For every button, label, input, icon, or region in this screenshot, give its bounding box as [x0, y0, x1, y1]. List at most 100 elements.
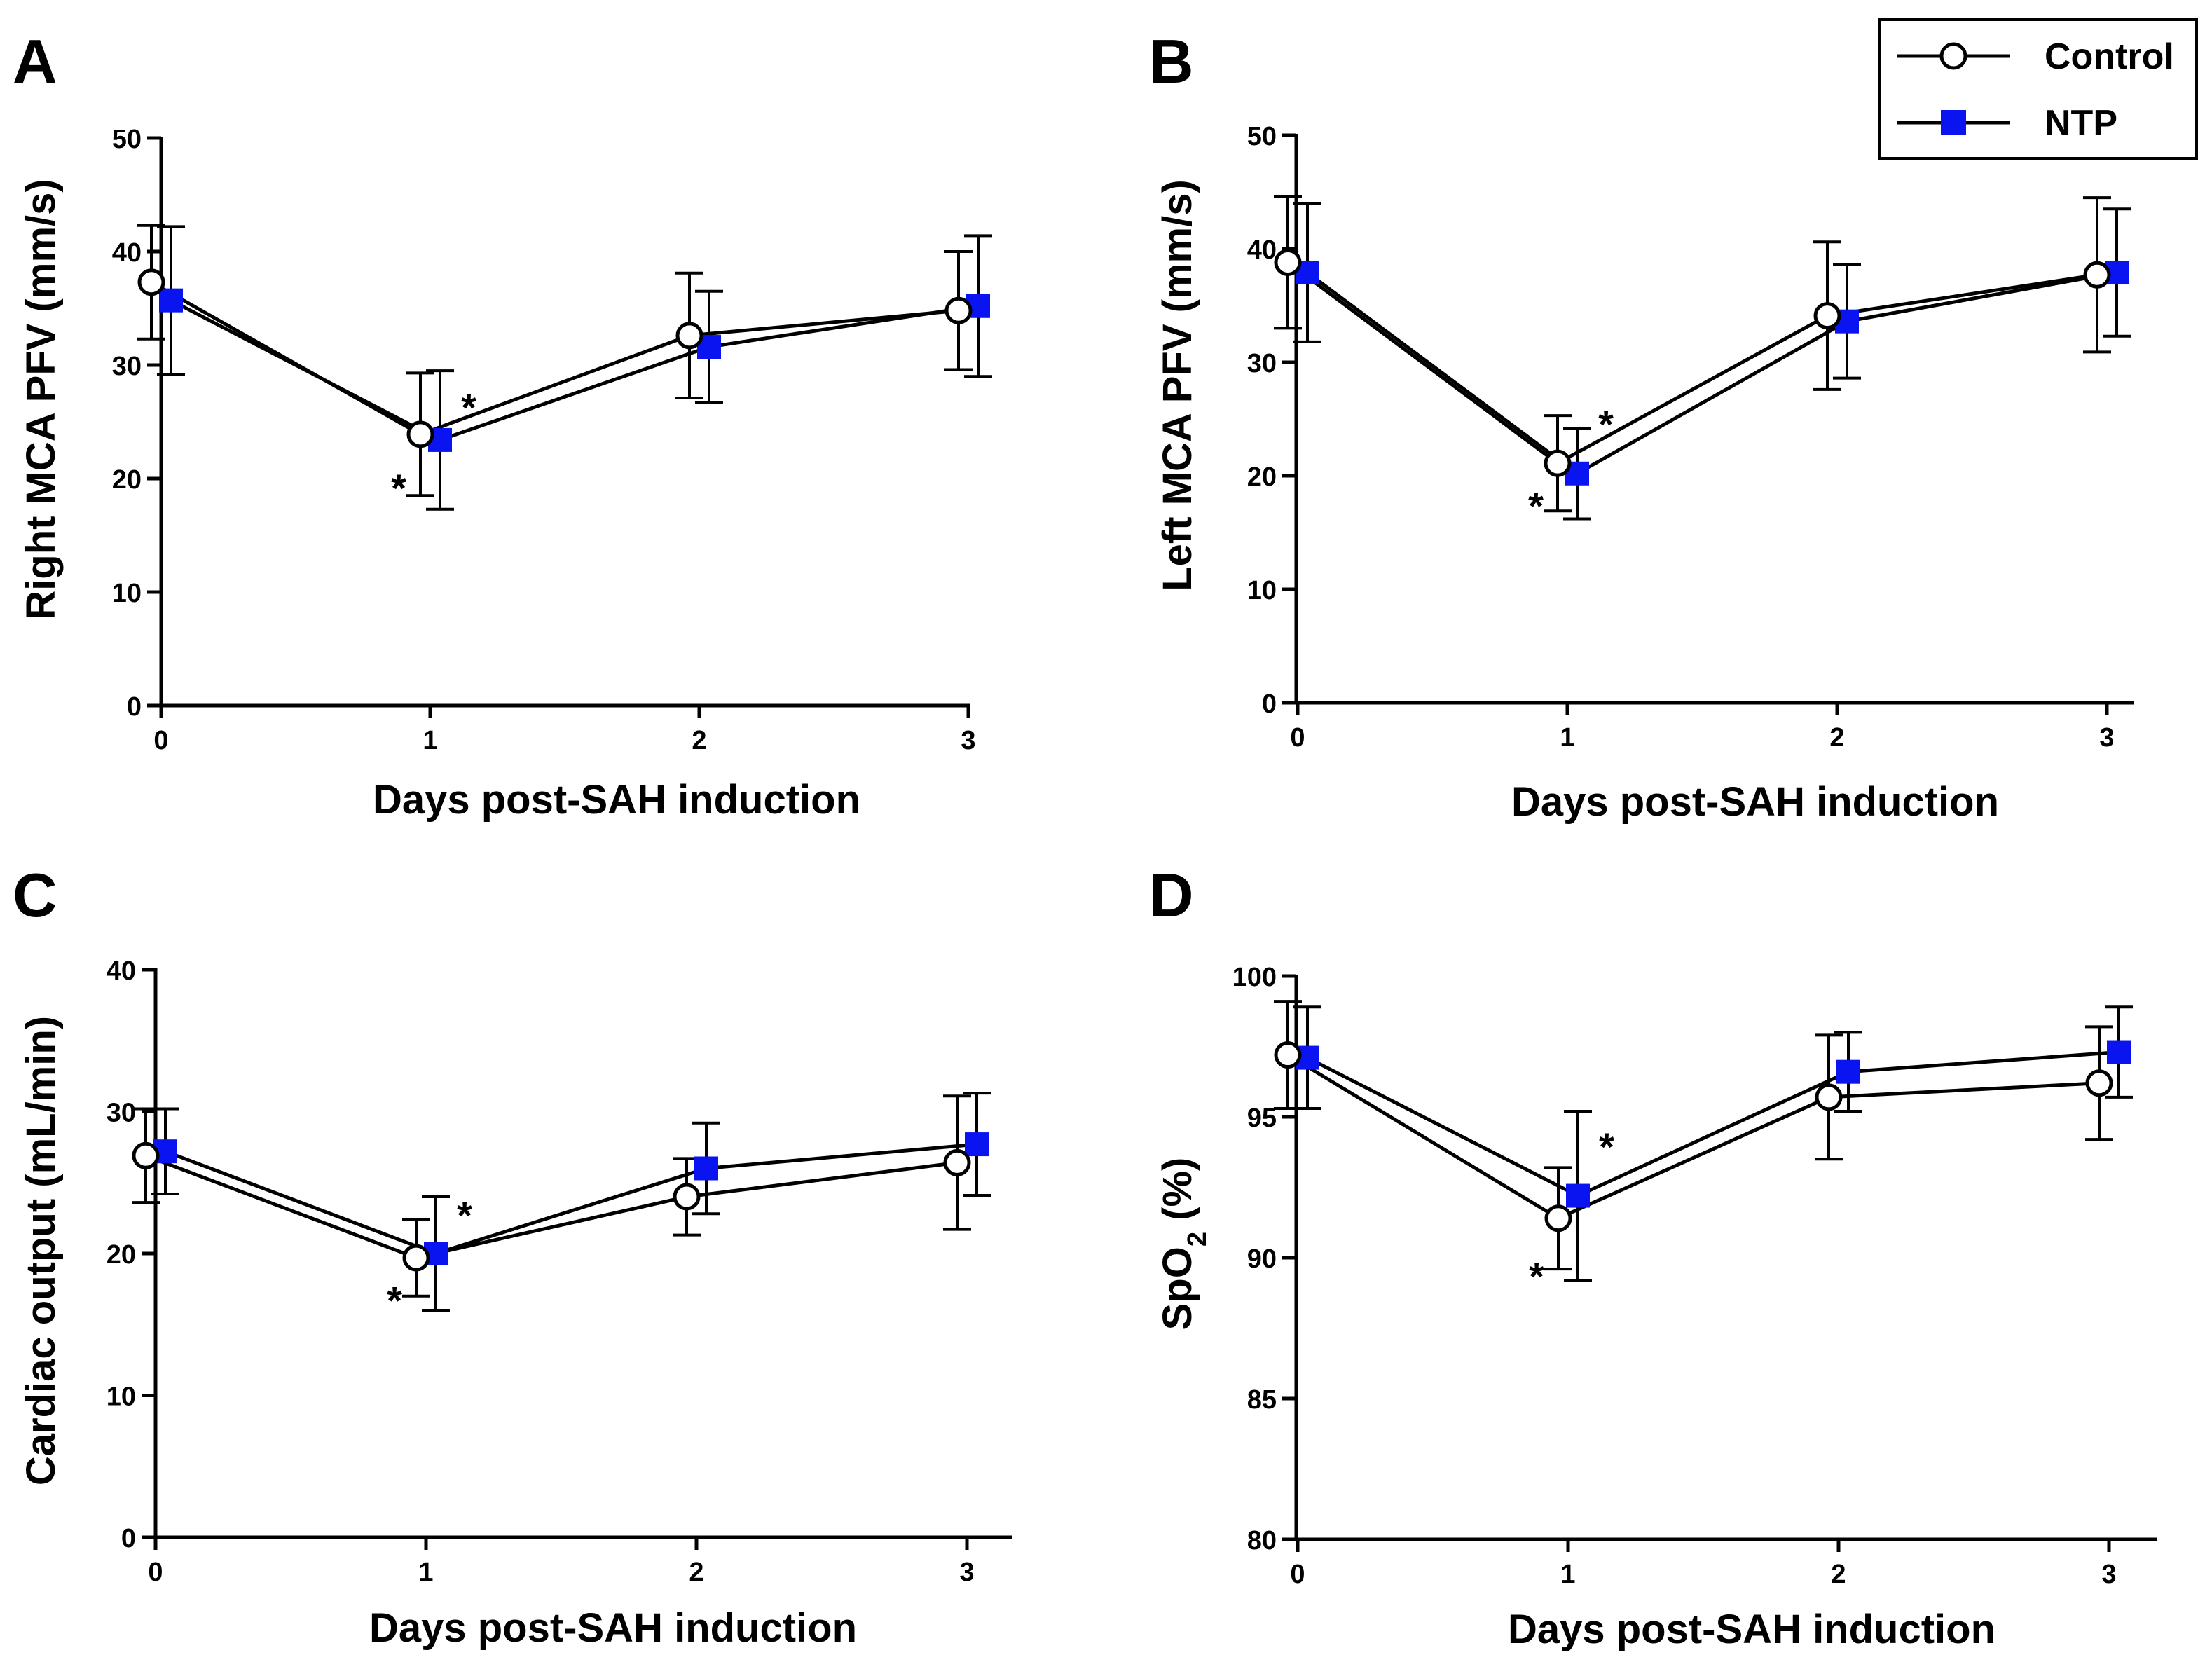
data-point-control — [1544, 1204, 1572, 1232]
data-point-control — [1274, 1041, 1302, 1069]
y-axis-title: Left MCA PFV (mm/s) — [1155, 179, 1200, 591]
y-axis-title-text: Left MCA PFV (mm/s) — [1155, 179, 1200, 591]
data-point-control — [675, 322, 703, 350]
svg-text:Cardiac output (mL/min): Cardiac output (mL/min) — [18, 1016, 64, 1485]
x-tick-label: 1 — [418, 1558, 433, 1587]
panel-d: D SpO2 (%) Days post-SAH induction 80 85 9… — [1149, 860, 2157, 1652]
y-tick-label: 85 — [1247, 1385, 1277, 1415]
x-tick-label: 2 — [692, 726, 706, 755]
data-point-control — [2083, 261, 2111, 289]
series-line-control — [145, 1153, 958, 1260]
panel-letter-b: B — [1149, 27, 1194, 96]
series-line-ntp — [1306, 270, 2117, 476]
x-tick-label: 0 — [153, 726, 168, 755]
y-tick-label: 0 — [121, 1524, 136, 1553]
y-tick-label: 100 — [1232, 963, 1277, 992]
y-tick-label: 40 — [1247, 235, 1277, 265]
x-tick-label: 1 — [1560, 1560, 1575, 1589]
x-tick-label: 3 — [2101, 1560, 2116, 1589]
y-axis-title-sub: 2 — [1183, 1232, 1212, 1246]
y-tick-label: 30 — [112, 352, 142, 381]
panel-b: B Left MCA PFV (mm/s) Days post-SAH indu… — [1149, 27, 2134, 825]
x-axis-title: Days post-SAH induction — [373, 777, 860, 823]
x-tick-label: 3 — [961, 726, 975, 755]
x-axis-title: Days post-SAH induction — [1508, 1607, 1995, 1652]
y-tick-label: 0 — [1262, 689, 1277, 719]
x-axis-title: Days post-SAH induction — [369, 1605, 857, 1651]
y-tick-label: 50 — [1247, 122, 1277, 151]
x-tick-label: 2 — [1829, 723, 1844, 753]
y-axis-title-text: Cardiac output (mL/min) — [18, 1016, 64, 1485]
data-point-ntp — [2107, 1040, 2131, 1064]
data-point-control — [944, 296, 973, 324]
data-point-control — [402, 1244, 430, 1272]
significance-marker: * — [1528, 483, 1544, 528]
y-axis-title-suffix: (%) — [1155, 1158, 1200, 1232]
x-tick-label: 2 — [689, 1558, 703, 1587]
significance-marker: * — [1599, 1125, 1614, 1169]
legend-label-control: Control — [2045, 36, 2174, 77]
y-tick-label: 50 — [112, 125, 142, 154]
y-tick-label: 10 — [112, 579, 142, 608]
significance-marker: * — [1598, 402, 1614, 446]
y-tick-label: 10 — [1247, 576, 1277, 605]
data-point-control — [406, 420, 434, 448]
series-line-control — [1286, 1053, 2100, 1221]
legend-marker-control — [1939, 42, 1967, 70]
data-point-control — [673, 1183, 701, 1211]
series-line-control — [150, 280, 959, 437]
y-axis-title-text: Right MCA PFV (mm/s) — [18, 179, 64, 619]
data-point-control — [943, 1148, 971, 1176]
y-tick-label: 90 — [1247, 1244, 1277, 1274]
svg-text:SpO2 (%): SpO2 (%) — [1155, 1158, 1212, 1331]
data-point-control — [132, 1141, 160, 1169]
legend-label-ntp: NTP — [2045, 103, 2117, 144]
data-point-control — [2085, 1069, 2113, 1097]
y-axis-title-text: SpO — [1155, 1246, 1200, 1330]
data-point-ntp — [965, 1132, 989, 1157]
y-tick-label: 0 — [127, 692, 142, 722]
data-point-ntp — [694, 1156, 718, 1181]
y-axis-title: Right MCA PFV (mm/s) — [18, 179, 64, 619]
significance-marker: * — [457, 1193, 472, 1237]
panel-c: C Cardiac output (mL/min) Days post-SAH … — [13, 860, 1012, 1651]
x-tick-label: 1 — [423, 726, 437, 755]
legend: Control NTP — [1878, 18, 2198, 160]
x-tick-label: 0 — [1290, 723, 1305, 753]
y-tick-label: 20 — [112, 465, 142, 495]
x-tick-label: 0 — [148, 1558, 163, 1587]
data-point-ntp — [1566, 1183, 1590, 1208]
y-tick-label: 80 — [1247, 1526, 1277, 1555]
legend-box — [1878, 18, 2198, 160]
y-tick-label: 95 — [1247, 1104, 1277, 1133]
significance-marker: * — [387, 1279, 402, 1323]
data-point-ntp — [1836, 1059, 1860, 1084]
x-tick-label: 0 — [1290, 1560, 1305, 1589]
panel-letter-c: C — [13, 860, 57, 930]
x-tick-label: 1 — [1560, 723, 1574, 753]
series-line-control — [1286, 261, 2098, 466]
x-tick-label: 3 — [2099, 723, 2114, 753]
panel-letter-a: A — [13, 27, 57, 96]
data-point-control — [137, 268, 165, 296]
panel-letter-d: D — [1149, 860, 1194, 930]
series-line-ntp — [165, 1142, 977, 1256]
legend-marker-ntp — [1941, 110, 1966, 135]
data-point-ntp — [159, 288, 183, 313]
svg-text:Left MCA PFV (mm/s): Left MCA PFV (mm/s) — [1155, 179, 1200, 591]
data-point-control — [1815, 1083, 1843, 1111]
significance-marker: * — [391, 466, 406, 510]
panel-a: A Right MCA PFV (mm/s) Days post-SAH ind… — [13, 27, 992, 823]
y-axis-title: Cardiac output (mL/min) — [18, 1016, 64, 1485]
y-tick-label: 20 — [1247, 462, 1277, 492]
significance-marker: * — [1529, 1254, 1544, 1298]
x-tick-label: 3 — [959, 1558, 974, 1587]
y-tick-label: 20 — [107, 1240, 136, 1270]
y-tick-label: 10 — [107, 1382, 136, 1412]
y-tick-label: 30 — [107, 1099, 136, 1128]
y-axis-title: SpO2 (%) — [1155, 1158, 1212, 1331]
y-tick-label: 40 — [112, 238, 142, 268]
x-axis-title: Days post-SAH induction — [1511, 779, 1999, 825]
data-point-control — [1813, 302, 1841, 330]
